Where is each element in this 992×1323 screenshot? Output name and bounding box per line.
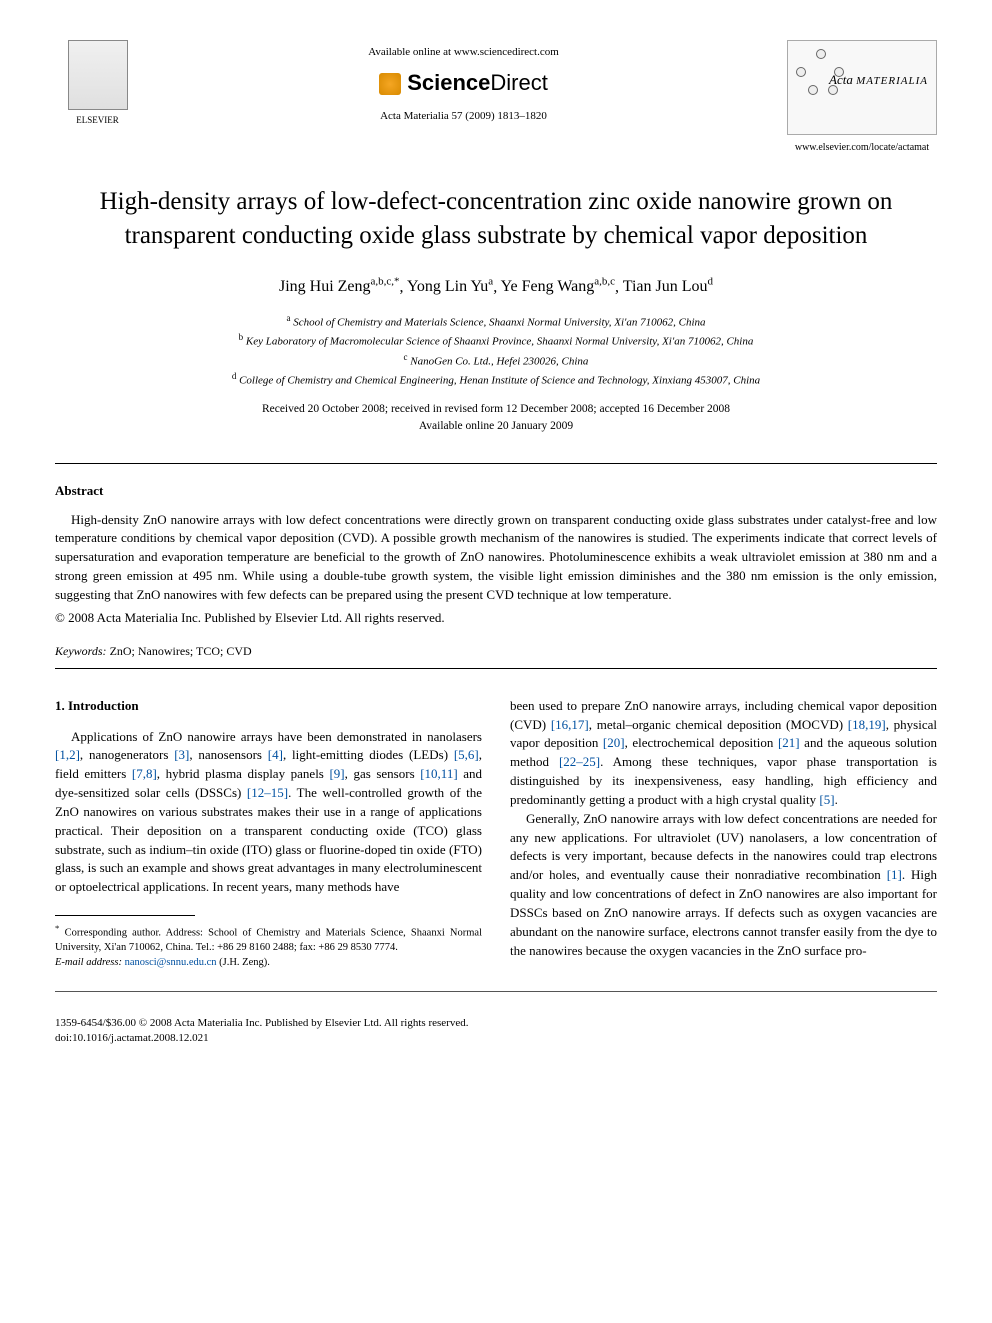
journal-cover: Acta MATERIALIA www.elsevier.com/locate/… (787, 40, 937, 155)
keywords-text: ZnO; Nanowires; TCO; CVD (107, 644, 252, 658)
citation-link[interactable]: [12–15] (247, 785, 288, 800)
keywords: Keywords: ZnO; Nanowires; TCO; CVD (55, 643, 937, 660)
journal-reference: Acta Materialia 57 (2009) 1813–1820 (140, 109, 787, 124)
citation-link[interactable]: [9] (329, 766, 344, 781)
citation-link[interactable]: [16,17] (551, 717, 589, 732)
citation-link[interactable]: [1] (887, 867, 902, 882)
citation-link[interactable]: [3] (174, 747, 189, 762)
citation-link[interactable]: [7,8] (132, 766, 157, 781)
footer-doi: doi:10.1016/j.actamat.2008.12.021 (55, 1031, 937, 1046)
affiliations: a School of Chemistry and Materials Scie… (55, 312, 937, 389)
citation-link[interactable]: [22–25] (559, 754, 600, 769)
citation-link[interactable]: [10,11] (420, 766, 457, 781)
authors-list: Jing Hui Zenga,b,c,*, Yong Lin Yua, Ye F… (55, 275, 937, 299)
citation-link[interactable]: [5] (819, 792, 834, 807)
page-header: ELSEVIER Available online at www.science… (55, 40, 937, 155)
keywords-label: Keywords: (55, 644, 107, 658)
publisher-logo: ELSEVIER (55, 40, 140, 127)
available-online-date: Available online 20 January 2009 (55, 418, 937, 435)
sciencedirect-icon (379, 73, 401, 95)
citation-link[interactable]: [20] (603, 735, 625, 750)
abstract-text: High-density ZnO nanowire arrays with lo… (55, 511, 937, 605)
sciencedirect-text: ScienceDirect (407, 68, 548, 99)
cover-title: Acta MATERIALIA (829, 71, 928, 89)
footer: 1359-6454/$36.00 © 2008 Acta Materialia … (55, 1016, 937, 1047)
footnote-separator (55, 915, 195, 916)
publisher-name: ELSEVIER (55, 114, 140, 127)
elsevier-tree-icon (68, 40, 128, 110)
affiliation: d College of Chemistry and Chemical Engi… (55, 370, 937, 389)
body-columns: 1. Introduction Applications of ZnO nano… (55, 697, 937, 971)
author: Ye Feng Wanga,b,c (501, 278, 615, 295)
author: Tian Jun Loud (623, 278, 713, 295)
abstract-copyright: © 2008 Acta Materialia Inc. Published by… (55, 609, 937, 627)
email-footnote: E-mail address: nanosci@snnu.edu.cn (J.H… (55, 956, 482, 971)
body-paragraph: Applications of ZnO nanowire arrays have… (55, 728, 482, 898)
sciencedirect-logo: ScienceDirect (140, 68, 787, 99)
email-link[interactable]: nanosci@snnu.edu.cn (125, 957, 217, 968)
citation-link[interactable]: [21] (778, 735, 800, 750)
citation-link[interactable]: [1,2] (55, 747, 80, 762)
affiliation: b Key Laboratory of Macromolecular Scien… (55, 331, 937, 350)
abstract-heading: Abstract (55, 482, 937, 500)
journal-url[interactable]: www.elsevier.com/locate/actamat (787, 141, 937, 155)
received-dates: Received 20 October 2008; received in re… (55, 401, 937, 418)
divider (55, 463, 937, 464)
citation-link[interactable]: [4] (268, 747, 283, 762)
author: Jing Hui Zenga,b,c,* (279, 278, 400, 295)
footer-divider (55, 991, 937, 992)
section-heading-introduction: 1. Introduction (55, 697, 482, 716)
author: Yong Lin Yua (407, 278, 493, 295)
body-paragraph: been used to prepare ZnO nanowire arrays… (510, 697, 937, 810)
body-paragraph: Generally, ZnO nanowire arrays with low … (510, 810, 937, 961)
corresponding-author-footnote: * Corresponding author. Address: School … (55, 922, 482, 956)
divider (55, 668, 937, 669)
header-center: Available online at www.sciencedirect.co… (140, 40, 787, 125)
right-column: been used to prepare ZnO nanowire arrays… (510, 697, 937, 971)
left-column: 1. Introduction Applications of ZnO nano… (55, 697, 482, 971)
email-label: E-mail address: (55, 957, 122, 968)
affiliation: a School of Chemistry and Materials Scie… (55, 312, 937, 331)
article-title: High-density arrays of low-defect-concen… (75, 185, 917, 253)
article-dates: Received 20 October 2008; received in re… (55, 401, 937, 436)
footer-copyright: 1359-6454/$36.00 © 2008 Acta Materialia … (55, 1016, 937, 1031)
citation-link[interactable]: [18,19] (848, 717, 886, 732)
cover-thumbnail: Acta MATERIALIA (787, 40, 937, 135)
available-online-text: Available online at www.sciencedirect.co… (140, 45, 787, 60)
affiliation: c NanoGen Co. Ltd., Hefei 230026, China (55, 351, 937, 370)
citation-link[interactable]: [5,6] (454, 747, 479, 762)
